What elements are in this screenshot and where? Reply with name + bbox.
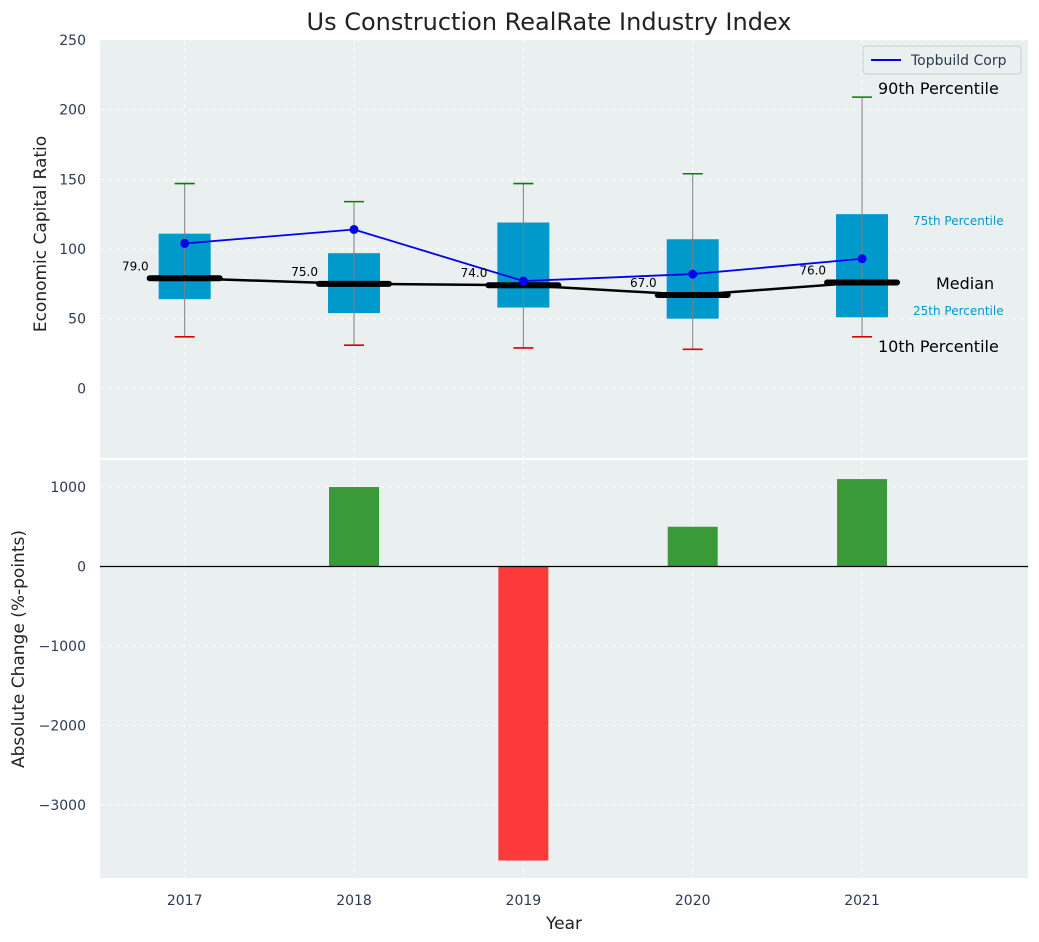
- annotation-25th: 25th Percentile: [913, 304, 1004, 318]
- annotation-90th: 90th Percentile: [878, 79, 999, 98]
- top-y-axis-label: Economic Capital Ratio: [31, 136, 51, 332]
- y-tick-label: 150: [59, 172, 86, 188]
- bottom-grid: [100, 460, 1028, 878]
- median-value-label: 67.0: [630, 276, 657, 290]
- series-point-2021: [857, 254, 867, 264]
- y-tick-label: 0: [77, 559, 86, 575]
- median-value-label: 79.0: [122, 259, 149, 273]
- annotation-median: Median: [936, 274, 994, 293]
- y-tick-label: 1000: [50, 480, 86, 496]
- x-tick-label: 2020: [675, 893, 711, 909]
- median-value-label: 74.0: [461, 266, 488, 280]
- median-value-label: 76.0: [799, 263, 826, 277]
- bar-2018: [329, 487, 380, 567]
- x-ticks: 2017 2018 2019 2020 2021: [167, 893, 880, 909]
- series-point-2017: [180, 238, 190, 248]
- y-tick-label: 50: [68, 312, 86, 328]
- bar-group: [329, 479, 888, 861]
- bottom-plot-area: [100, 460, 1028, 878]
- y-tick-label: 0: [77, 381, 86, 397]
- series-point-2020: [688, 269, 698, 279]
- series-topbuild: [180, 224, 867, 286]
- x-axis-label: Year: [545, 914, 582, 934]
- y-tick-label: −2000: [39, 718, 86, 734]
- median-value-labels: 79.0 75.0 74.0 67.0 76.0: [122, 259, 826, 290]
- x-tick-label: 2021: [844, 893, 880, 909]
- box-2021: [824, 96, 901, 338]
- y-tick-label: −3000: [39, 798, 86, 814]
- series-point-2018: [349, 224, 359, 234]
- x-tick-label: 2019: [506, 893, 542, 909]
- y-tick-label: 250: [59, 33, 86, 49]
- legend-box: [862, 45, 1022, 75]
- median-value-label: 75.0: [291, 265, 318, 279]
- x-tick-label: 2017: [167, 893, 203, 909]
- legend: Topbuild Corp: [862, 45, 1022, 75]
- annotation-75th: 75th Percentile: [913, 214, 1004, 228]
- bar-2020: [667, 526, 718, 567]
- bottom-y-axis-label: Absolute Change (%-points): [9, 530, 29, 768]
- legend-label-topbuild: Topbuild Corp: [910, 53, 1007, 69]
- annotation-10th: 10th Percentile: [878, 337, 999, 356]
- bar-2019: [498, 566, 549, 861]
- bottom-y-ticks: −3000 −2000 −1000 0 1000: [39, 480, 86, 814]
- bar-2021: [837, 479, 888, 567]
- series-point-2019: [518, 276, 528, 286]
- chart-title: Us Construction RealRate Industry Index: [307, 8, 792, 36]
- top-y-ticks: 0 50 100 150 200 250: [59, 33, 86, 397]
- y-tick-label: 200: [59, 103, 86, 119]
- y-tick-label: −1000: [39, 639, 86, 655]
- y-tick-label: 100: [59, 242, 86, 258]
- x-tick-label: 2018: [336, 893, 372, 909]
